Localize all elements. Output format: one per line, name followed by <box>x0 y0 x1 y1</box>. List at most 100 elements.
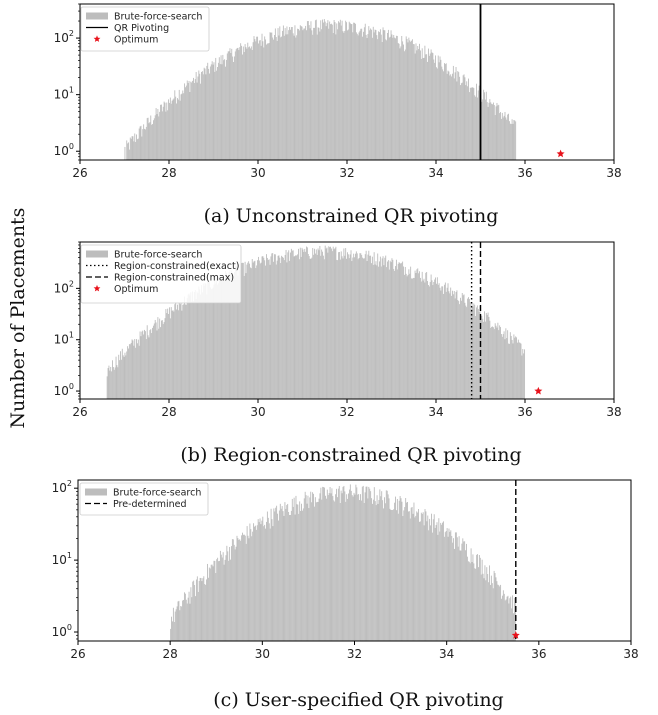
histogram-bar <box>307 253 309 399</box>
histogram-bar <box>346 258 348 399</box>
histogram-bar <box>410 41 412 160</box>
histogram-bar <box>389 260 391 399</box>
histogram-bar <box>417 512 419 641</box>
histogram-bar <box>290 252 291 399</box>
histogram-bar <box>176 606 178 641</box>
histogram-bar <box>321 499 323 641</box>
histogram-bar <box>311 502 313 641</box>
histogram-bar <box>259 518 261 641</box>
histogram-bar <box>470 87 472 160</box>
histogram-bar <box>293 35 295 160</box>
histogram-bar <box>127 346 129 399</box>
histogram-bar <box>251 536 253 641</box>
histogram-bar <box>135 347 137 399</box>
histogram-bar <box>411 278 412 399</box>
histogram-bar <box>163 322 165 399</box>
histogram-bar <box>159 318 161 399</box>
histogram-bar <box>159 111 161 160</box>
histogram-bar <box>465 305 467 399</box>
x-tick-label: 34 <box>439 647 454 661</box>
histogram-bar <box>512 123 514 160</box>
histogram-bar <box>319 31 321 160</box>
histogram-bar <box>458 301 460 399</box>
histogram-bar <box>178 89 180 160</box>
histogram-bar <box>475 568 477 641</box>
histogram-bar <box>318 250 320 399</box>
histogram-bar <box>168 99 170 160</box>
histogram-bars <box>106 245 526 399</box>
histogram-bar <box>490 102 492 160</box>
histogram-bar <box>445 63 447 160</box>
histogram-bar <box>485 580 487 641</box>
histogram-bar <box>488 582 490 641</box>
histogram-bar <box>421 271 423 399</box>
histogram-bar <box>522 349 524 399</box>
histogram-bar <box>372 503 373 641</box>
histogram-bar <box>408 269 410 399</box>
histogram-bar <box>376 35 378 160</box>
histogram-bar <box>322 22 324 160</box>
histogram-bar <box>286 505 288 641</box>
histogram-bar <box>298 29 299 160</box>
histogram-bar <box>257 519 259 641</box>
histogram-bar <box>239 270 241 399</box>
histogram-bar <box>292 506 294 641</box>
histogram-bar <box>364 254 366 399</box>
histogram-bar <box>449 531 451 641</box>
histogram-bar <box>356 487 358 641</box>
histogram-bar <box>430 49 432 160</box>
histogram-bar <box>336 488 337 641</box>
histogram-bar <box>308 508 310 641</box>
histogram-bar <box>282 30 283 160</box>
histogram-bar <box>328 246 330 399</box>
histogram-bar <box>366 38 368 160</box>
y-tick-label: 101 <box>52 551 72 567</box>
histogram-bar <box>313 254 315 399</box>
histogram-bar <box>279 257 281 399</box>
histogram-bar <box>158 328 160 399</box>
histogram-bar <box>198 286 200 399</box>
histogram-bar <box>193 580 195 641</box>
histogram-bar <box>507 330 509 399</box>
histogram-bar <box>438 283 440 399</box>
histogram-bar <box>442 69 444 160</box>
legend-box <box>80 244 242 304</box>
histogram-bar <box>476 305 478 399</box>
histogram-bar <box>372 499 374 641</box>
histogram-bar <box>296 504 298 641</box>
histogram-bar <box>204 68 206 160</box>
histogram-bar <box>381 258 383 399</box>
histogram-bar <box>223 60 225 160</box>
histogram-bar <box>181 310 183 399</box>
histogram-bar <box>222 278 224 399</box>
histogram-bar <box>429 518 431 641</box>
histogram-bar <box>216 278 218 399</box>
histogram-bar <box>418 273 420 399</box>
histogram-bar <box>249 48 251 160</box>
histogram-bar <box>331 251 333 399</box>
histogram-bar <box>133 141 135 160</box>
histogram-bar <box>135 141 137 160</box>
histogram-bar <box>518 342 520 399</box>
histogram-bar <box>130 138 132 160</box>
histogram-bar <box>440 59 442 160</box>
histogram-bar <box>161 111 163 160</box>
histogram-bar <box>383 265 385 399</box>
histogram-bar <box>259 263 261 399</box>
histogram-bar <box>335 34 337 160</box>
histogram-bar <box>455 67 457 160</box>
histogram-bar <box>120 359 122 399</box>
histogram-bar <box>306 503 308 641</box>
histogram-bar <box>392 510 394 641</box>
histogram-bar <box>363 503 365 641</box>
histogram-bar <box>423 525 425 641</box>
histogram-bar <box>295 495 297 641</box>
histogram-bar <box>165 111 167 160</box>
histogram-bar <box>480 315 482 399</box>
histogram-bar <box>164 102 166 160</box>
histogram-bar <box>497 322 499 399</box>
histogram-bar <box>422 512 424 641</box>
histogram-bar <box>122 355 124 399</box>
histogram-bar <box>446 287 448 399</box>
histogram-bar <box>348 21 350 160</box>
